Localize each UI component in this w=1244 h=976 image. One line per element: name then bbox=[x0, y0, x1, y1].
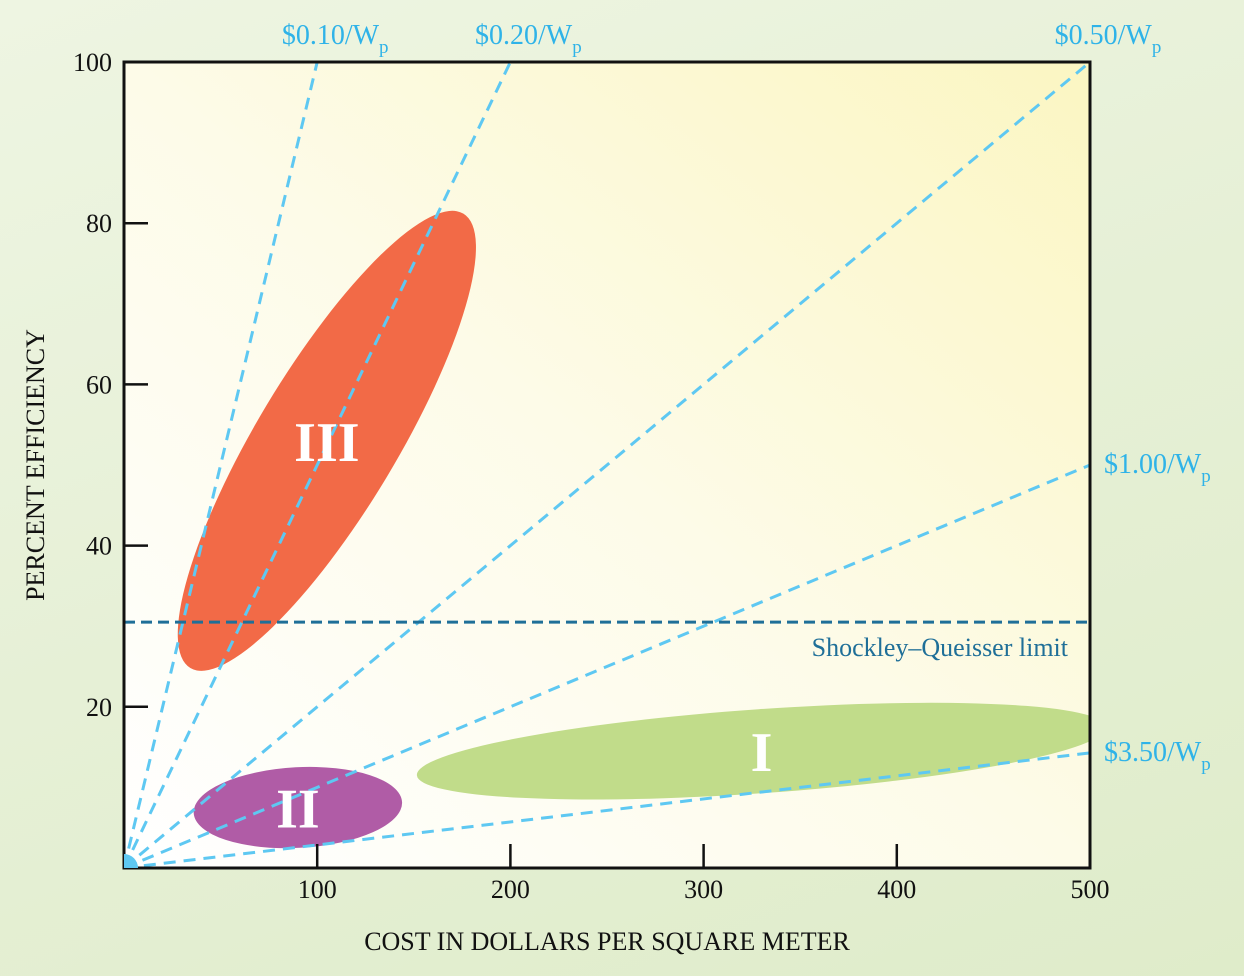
cost-line-label: $1.00/Wp bbox=[1104, 449, 1211, 487]
cost-line bbox=[124, 751, 1090, 868]
y-tick-label: 100 bbox=[73, 48, 112, 77]
x-tick-label: 500 bbox=[1071, 875, 1110, 904]
x-tick-label: 200 bbox=[491, 875, 530, 904]
y-tick-label: 60 bbox=[86, 370, 112, 399]
region-i-ellipse bbox=[416, 702, 1090, 800]
region-iii-label: III bbox=[294, 412, 359, 474]
shockley-queisser-label: Shockley–Queisser limit bbox=[812, 633, 1069, 662]
x-tick-label: 300 bbox=[684, 875, 723, 904]
cost-line bbox=[124, 62, 512, 868]
y-tick-label: 40 bbox=[86, 532, 112, 561]
region-ii-ellipse bbox=[193, 766, 403, 849]
cost-line-label: $0.20/Wp bbox=[475, 20, 582, 58]
x-tick-label: 100 bbox=[298, 875, 337, 904]
y-axis-title: PERCENT EFFICIENCY bbox=[21, 329, 50, 601]
cost-line bbox=[124, 62, 1090, 868]
x-axis-title: COST IN DOLLARS PER SQUARE METER bbox=[364, 927, 850, 956]
cost-line bbox=[124, 463, 1090, 868]
cost-line bbox=[124, 62, 319, 868]
origin-marker bbox=[124, 854, 138, 868]
cost-line-label: $0.50/Wp bbox=[1055, 20, 1162, 58]
x-tick-label: 400 bbox=[877, 875, 916, 904]
region-iii-ellipse bbox=[177, 210, 476, 671]
region-i-label: I bbox=[751, 722, 773, 784]
y-tick-label: 80 bbox=[86, 209, 112, 238]
plot-frame bbox=[122, 60, 1092, 870]
cost-line-label: $3.50/Wp bbox=[1104, 737, 1211, 775]
y-tick-label: 20 bbox=[86, 693, 112, 722]
region-ii-label: II bbox=[276, 779, 320, 841]
cost-line-label: $0.10/Wp bbox=[282, 20, 389, 58]
